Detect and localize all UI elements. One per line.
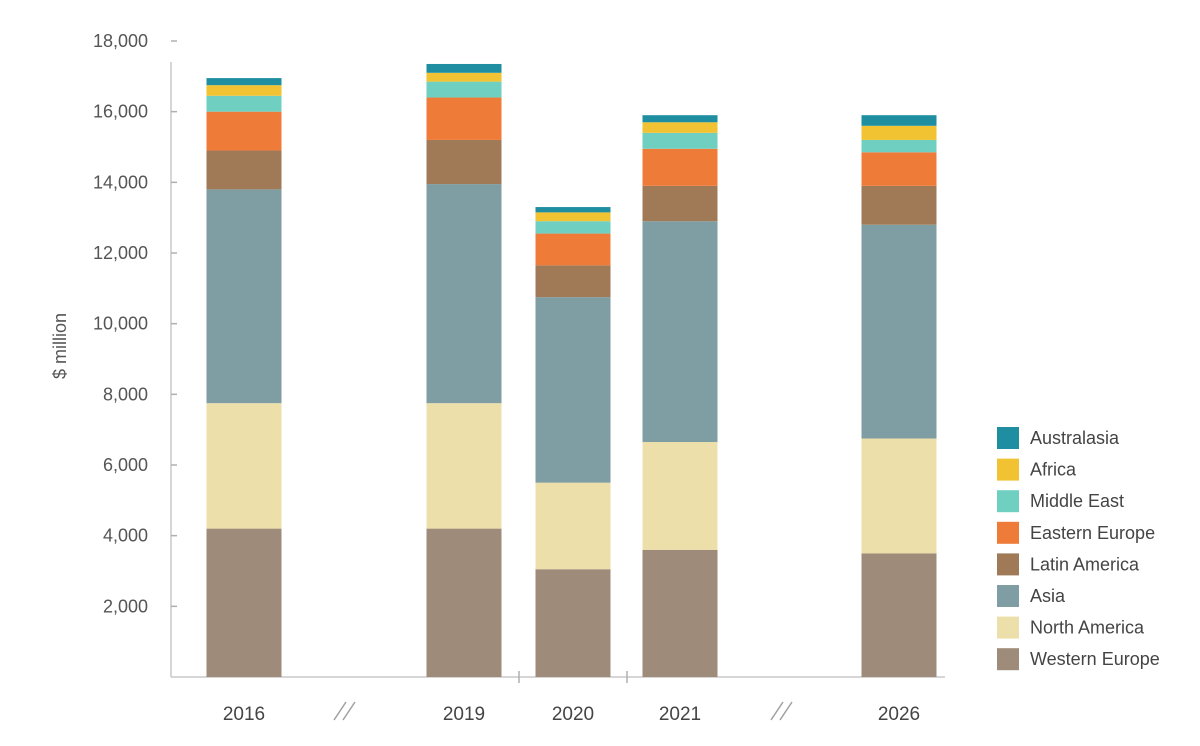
- y-axis-label: $ million: [50, 313, 70, 379]
- legend-item: Western Europe: [997, 648, 1160, 671]
- bar-segment: [642, 549, 718, 677]
- bar-segment: [642, 148, 718, 186]
- bar-segment: [861, 152, 937, 186]
- y-tick-label: 4,000: [103, 526, 148, 546]
- bar-group: [535, 207, 611, 677]
- bar-segment: [206, 95, 282, 112]
- bar-segment: [206, 85, 282, 96]
- bar-group: [426, 63, 502, 677]
- y-tick-label: 18,000: [93, 31, 148, 51]
- y-tick-label: 2,000: [103, 596, 148, 616]
- bar-segment: [206, 403, 282, 529]
- legend-label: Eastern Europe: [1030, 523, 1155, 543]
- bar-segment: [642, 115, 718, 123]
- y-tick-label: 10,000: [93, 314, 148, 334]
- bar-segment: [535, 569, 611, 677]
- legend-swatch: [997, 648, 1019, 671]
- bar-segment: [206, 78, 282, 86]
- bar-segment: [206, 189, 282, 404]
- bar-segment: [206, 111, 282, 151]
- axes: 2,000 4,000 6,000 8,000 10,000 12,000 14,000 16…: [50, 31, 945, 683]
- legend-label: Australasia: [1030, 428, 1120, 448]
- bar-segment: [642, 442, 718, 550]
- bar-segment: [535, 265, 611, 298]
- y-tick-label: 16,000: [93, 102, 148, 122]
- bar-segment: [535, 212, 611, 222]
- y-tick-label: 12,000: [93, 243, 148, 263]
- axis-breaks: [333, 701, 793, 721]
- legend-swatch: [997, 458, 1019, 481]
- legend-swatch: [997, 427, 1019, 449]
- x-tick-label: 2019: [443, 704, 485, 725]
- legend-label: Western Europe: [1030, 649, 1160, 669]
- x-tick-label: 2020: [552, 704, 594, 725]
- bar-segment: [206, 528, 282, 677]
- bar-segment: [535, 221, 611, 234]
- bar-segment: [861, 553, 937, 677]
- bar-group: [861, 115, 937, 677]
- bar-segment: [861, 438, 937, 554]
- legend-item: Africa: [997, 458, 1077, 481]
- legend-swatch: [997, 616, 1019, 639]
- axis-break-mark: [333, 701, 356, 721]
- legend-swatch: [997, 521, 1019, 544]
- bars: [206, 63, 937, 677]
- bar-segment: [426, 403, 502, 529]
- legend-label: North America: [1030, 618, 1145, 638]
- bar-segment: [861, 115, 937, 126]
- bar-segment: [535, 207, 611, 213]
- bar-segment: [426, 184, 502, 404]
- legend-item: Latin America: [997, 553, 1140, 576]
- y-tick-label: 6,000: [103, 455, 148, 475]
- bar-segment: [426, 72, 502, 82]
- bar-segment: [535, 233, 611, 266]
- bar-segment: [642, 122, 718, 133]
- bar-segment: [642, 185, 718, 222]
- legend: Australasia Africa Middle East Eastern Euro…: [997, 427, 1160, 671]
- y-ticks: 2,000 4,000 6,000 8,000 10,000 12,000 14,000 16…: [93, 31, 628, 683]
- bar-group: [642, 115, 718, 677]
- legend-label: Africa: [1030, 460, 1077, 480]
- bar-group: [206, 78, 282, 677]
- legend-label: Middle East: [1030, 491, 1124, 511]
- bar-segment: [426, 81, 502, 98]
- legend-item: Eastern Europe: [997, 521, 1155, 544]
- legend-item: North America: [997, 616, 1145, 639]
- bar-segment: [426, 63, 502, 73]
- y-tick-label: 14,000: [93, 172, 148, 192]
- x-tick-label: 2021: [659, 704, 701, 725]
- bar-segment: [861, 139, 937, 153]
- legend-label: Asia: [1030, 586, 1066, 606]
- legend-swatch: [997, 585, 1019, 607]
- x-tick-labels: 2016 2019 2020 2021 2026: [223, 704, 920, 725]
- bar-segment: [861, 224, 937, 439]
- bar-segment: [206, 150, 282, 190]
- bar-segment: [426, 97, 502, 140]
- legend-item: Australasia: [997, 427, 1120, 449]
- bar-segment: [535, 482, 611, 570]
- bar-segment: [426, 139, 502, 185]
- legend-swatch: [997, 490, 1019, 513]
- x-tick-label: 2016: [223, 704, 265, 725]
- bar-segment: [535, 297, 611, 483]
- bar-segment: [642, 132, 718, 149]
- bar-segment: [426, 528, 502, 677]
- bar-segment: [861, 185, 937, 225]
- x-tick-label: 2026: [878, 704, 920, 725]
- legend-item: Middle East: [997, 490, 1124, 513]
- bar-segment: [861, 125, 937, 140]
- legend-label: Latin America: [1030, 554, 1140, 574]
- bar-segment: [642, 221, 718, 443]
- axis-break-mark: [770, 701, 793, 721]
- legend-swatch: [997, 553, 1019, 576]
- y-tick-label: 8,000: [103, 384, 148, 404]
- legend-item: Asia: [997, 585, 1066, 607]
